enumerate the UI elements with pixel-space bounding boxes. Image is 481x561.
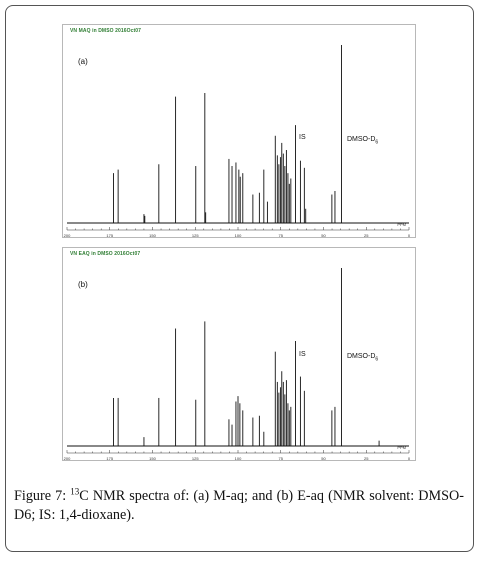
ppm-tick-label-a-6: 50 [321, 233, 326, 238]
ppm-tick-label-a-4: 100 [235, 233, 242, 238]
isotope-superscript: 13 [70, 486, 80, 497]
panel-label-a: (a) [78, 57, 88, 66]
ppm-tick-label-b-8: 0 [408, 456, 411, 461]
ppm-tick-label-a-8: 0 [408, 233, 411, 238]
ppm-tick-label-b-7: 25 [364, 456, 369, 461]
ppm-tick-label-b-2: 150 [149, 456, 156, 461]
is-annotation-a: IS [299, 134, 306, 141]
spectrum-plot-b: 200 175 150 125 100 75 50 25 0 PPM [64, 268, 411, 461]
is-annotation-b: IS [299, 351, 306, 358]
ppm-tick-label-b-3: 125 [192, 456, 199, 461]
dmso-annotation-b: DMSO-D6 [347, 353, 379, 363]
ppm-tick-label-a-0: 200 [64, 233, 71, 238]
panel-label-b: (b) [78, 280, 88, 289]
figure-caption: Figure 7: 13C NMR spectra of: (a) M-aq; … [14, 487, 464, 525]
ppm-tick-label-b-5: 75 [279, 456, 284, 461]
ppm-tick-label-a-2: 150 [149, 233, 156, 238]
ppm-tick-label-b-0: 200 [64, 456, 71, 461]
dmso-annotation-a: DMSO-D6 [347, 136, 379, 146]
ppm-axis-label-a: PPM [397, 222, 406, 227]
spectrum-title-a: VN MAQ in DMSO 2016Oct07 [70, 28, 142, 34]
spectrum-title-b: VN EAQ in DMSO 2016Oct07 [70, 251, 141, 257]
ppm-axis-label-b: PPM [397, 445, 406, 450]
ppm-tick-label-b-4: 100 [235, 456, 242, 461]
ppm-tick-label-b-6: 50 [321, 456, 326, 461]
spectrum-plot-a: 200 175 150 125 100 75 50 25 0 PPM [64, 45, 411, 238]
ppm-tick-label-a-5: 75 [279, 233, 284, 238]
spectrum-panel-b: VN EAQ in DMSO 2016Oct07 (b) 200 175 150 12… [62, 247, 416, 461]
ppm-tick-label-b-1: 175 [106, 456, 113, 461]
figure-label: Figure 7: [14, 488, 67, 504]
caption-text: C NMR spectra of: (a) M-aq; and (b) E-aq… [14, 488, 465, 523]
ppm-tick-label-a-1: 175 [106, 233, 113, 238]
ppm-tick-label-a-7: 25 [364, 233, 369, 238]
spectrum-panel-a: VN MAQ in DMSO 2016Oct07 (a) 200 175 150 12… [62, 24, 416, 238]
ppm-tick-label-a-3: 125 [192, 233, 199, 238]
